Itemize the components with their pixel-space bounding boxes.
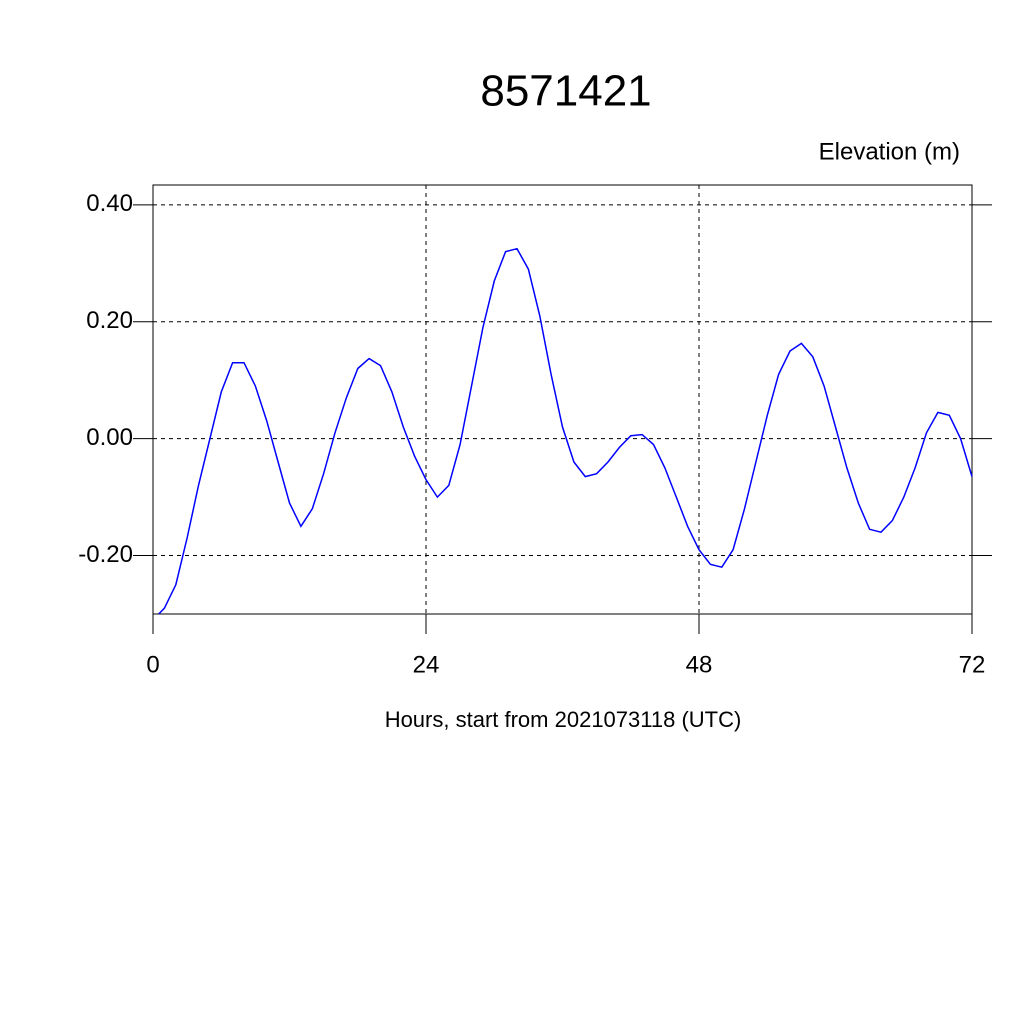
x-tick-label: 48 <box>686 651 713 678</box>
y-axis-label: Elevation (m) <box>819 138 960 165</box>
y-tick-label: -0.20 <box>78 541 133 568</box>
y-tick-label: 0.20 <box>86 307 133 334</box>
x-tick-label: 72 <box>959 651 986 678</box>
y-tick-label: 0.40 <box>86 190 133 217</box>
x-axis-label: Hours, start from 2021073118 (UTC) <box>385 707 742 732</box>
y-tick-label: 0.00 <box>86 424 133 451</box>
plot-frame <box>152 184 973 615</box>
x-tick-label: 24 <box>413 651 440 678</box>
data-line <box>158 247 973 615</box>
x-tick-label: 0 <box>146 651 159 678</box>
chart-title: 8571421 <box>480 67 651 116</box>
